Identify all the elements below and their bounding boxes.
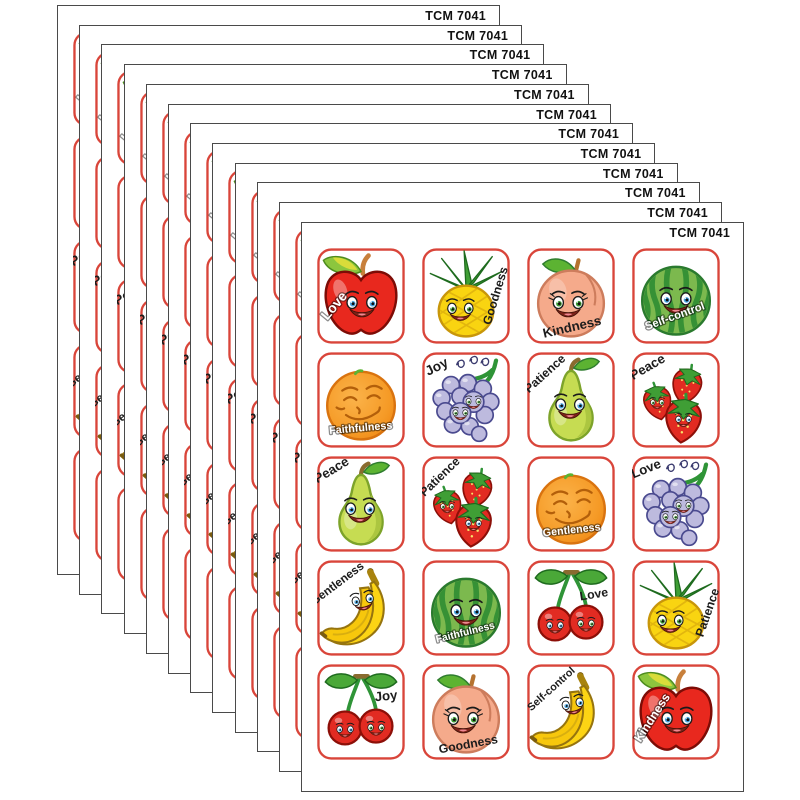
sticker-peach: Goodness: [422, 664, 510, 760]
sticker-orange: Gentleness: [527, 456, 615, 552]
product-code-label: TCM 7041: [425, 9, 486, 23]
product-code-label: TCM 7041: [647, 206, 708, 220]
sticker-pineapple: Patience: [632, 560, 720, 656]
product-code-label: TCM 7041: [558, 127, 620, 142]
product-code-label: TCM 7041: [469, 48, 531, 63]
sticker-apple: Love: [317, 248, 405, 344]
product-code-label: TCM 7041: [536, 107, 597, 122]
sticker-grapes: Love: [632, 456, 720, 552]
sticker-pear: Peace: [317, 456, 405, 552]
sticker-cherries: Joy: [317, 664, 405, 760]
sticker-strawberries: Patience: [422, 456, 510, 552]
product-code-label: TCM 7041: [669, 225, 731, 240]
sticker-orange: Faithfulness: [317, 352, 405, 448]
sticker-word: Love: [579, 585, 610, 603]
sticker-cherries: Love: [527, 560, 615, 656]
sticker-apple: Kindness: [632, 664, 720, 760]
sticker-strawberries: Peace: [632, 352, 720, 448]
sticker-word: Joy: [374, 687, 399, 704]
product-code-label: TCM 7041: [514, 87, 575, 102]
sticker-watermelon: Self-control: [632, 248, 720, 344]
sticker-grapes: Joy: [422, 352, 510, 448]
sticker-pear: Patience: [527, 352, 615, 448]
product-code-label: TCM 7041: [447, 28, 509, 43]
sticker-banana: Gentleness: [317, 560, 405, 656]
sticker-pineapple: Goodness: [422, 248, 510, 344]
sticker-banana: Self-control: [527, 664, 615, 760]
sticker-watermelon: Faithfulness: [422, 560, 510, 656]
product-code-label: TCM 7041: [580, 146, 642, 161]
product-code-label: TCM 7041: [491, 68, 553, 83]
product-code-label: TCM 7041: [625, 186, 686, 201]
product-code-label: TCM 7041: [602, 166, 664, 181]
sticker-peach: Kindness: [527, 248, 615, 344]
